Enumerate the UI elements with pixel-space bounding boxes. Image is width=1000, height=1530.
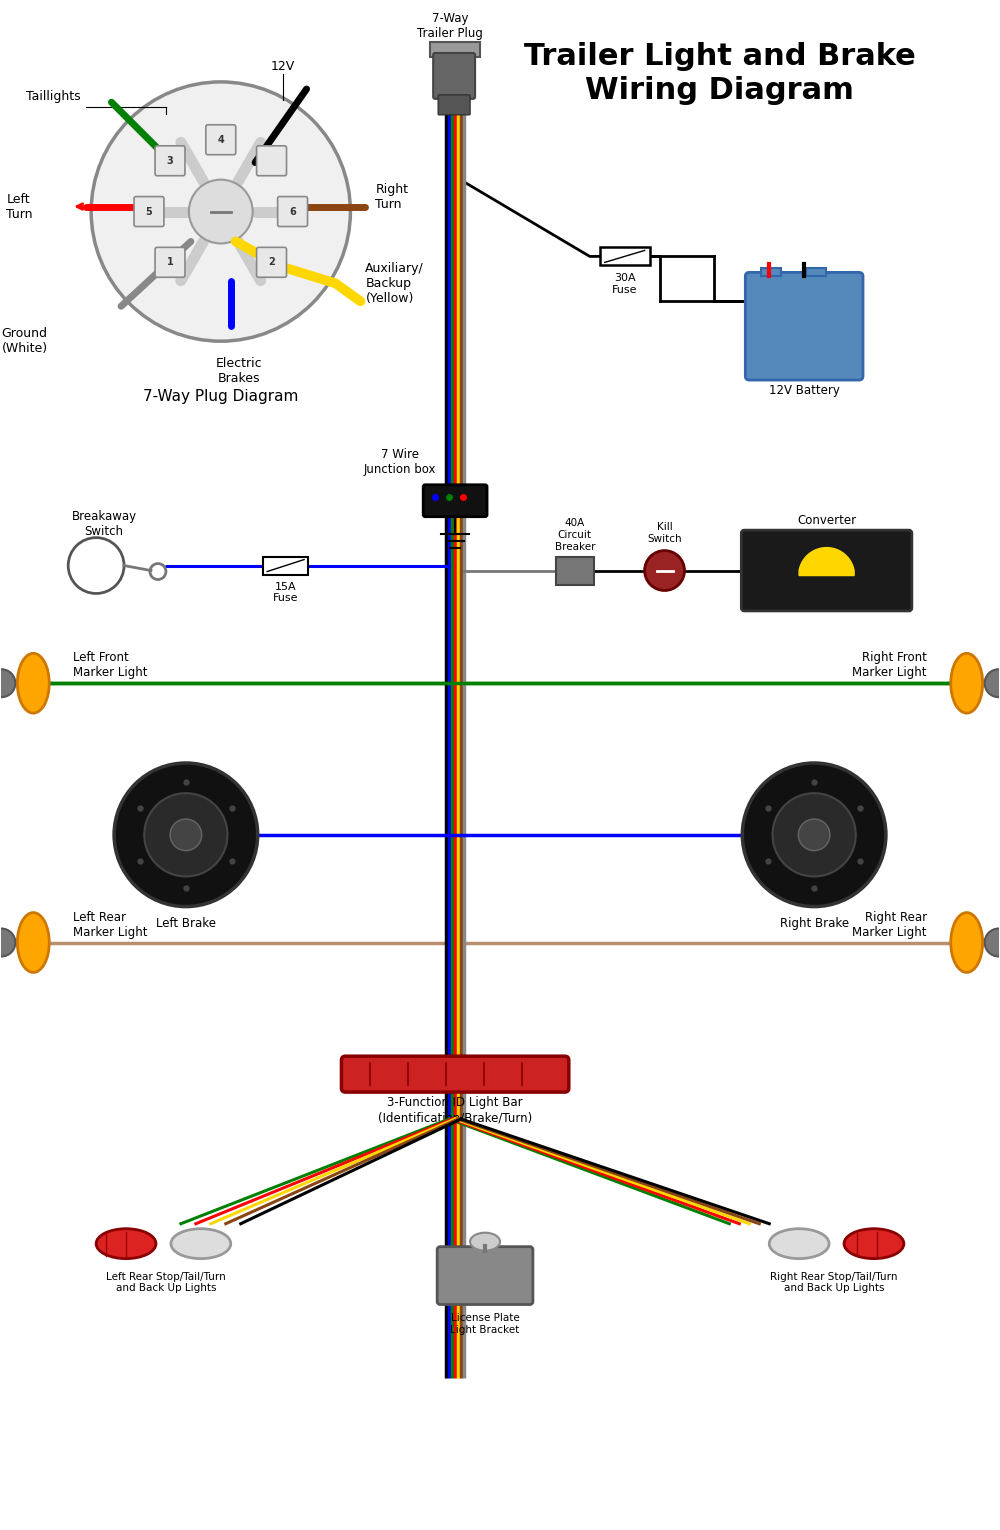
Ellipse shape <box>0 929 15 956</box>
Text: Right Rear
Marker Light: Right Rear Marker Light <box>852 910 927 938</box>
Ellipse shape <box>951 912 983 973</box>
Text: Breakaway
Switch: Breakaway Switch <box>72 509 137 537</box>
Text: 12V Battery: 12V Battery <box>769 384 840 398</box>
FancyBboxPatch shape <box>341 1056 569 1092</box>
Text: Converter: Converter <box>797 514 856 528</box>
FancyBboxPatch shape <box>438 95 470 115</box>
Bar <box>600 248 650 265</box>
Text: 4: 4 <box>217 135 224 145</box>
Text: Auxiliary/
Backup
(Yellow): Auxiliary/ Backup (Yellow) <box>365 262 424 304</box>
Text: Ground
(White): Ground (White) <box>1 327 48 355</box>
Text: Right Rear Stop/Tail/Turn
and Back Up Lights: Right Rear Stop/Tail/Turn and Back Up Li… <box>770 1271 898 1293</box>
Ellipse shape <box>96 1229 156 1259</box>
Ellipse shape <box>0 669 15 698</box>
Circle shape <box>189 179 253 243</box>
Bar <box>430 41 480 57</box>
Circle shape <box>114 763 258 907</box>
Text: 30A
Fuse: 30A Fuse <box>612 274 637 295</box>
FancyBboxPatch shape <box>423 485 487 517</box>
Circle shape <box>170 819 202 851</box>
Text: Left Front
Marker Light: Left Front Marker Light <box>73 652 148 679</box>
Text: 6: 6 <box>289 207 296 217</box>
Text: Taillights: Taillights <box>26 90 81 104</box>
Circle shape <box>772 793 856 877</box>
Text: Left
Turn: Left Turn <box>6 193 33 220</box>
Text: Kill
Switch: Kill Switch <box>647 522 682 543</box>
Text: Trailer Light and Brake
Wiring Diagram: Trailer Light and Brake Wiring Diagram <box>524 41 915 104</box>
Circle shape <box>742 763 886 907</box>
FancyBboxPatch shape <box>155 248 185 277</box>
Polygon shape <box>799 548 854 575</box>
Text: Left Rear
Marker Light: Left Rear Marker Light <box>73 910 148 938</box>
Ellipse shape <box>985 929 1000 956</box>
Text: 3: 3 <box>167 156 173 165</box>
Text: 3-Function ID Light Bar
(Identification/Brake/Turn): 3-Function ID Light Bar (Identification/… <box>378 1095 532 1125</box>
Text: 7-Way Plug Diagram: 7-Way Plug Diagram <box>143 389 298 404</box>
FancyBboxPatch shape <box>134 196 164 226</box>
Ellipse shape <box>470 1233 500 1250</box>
Text: Right Front
Marker Light: Right Front Marker Light <box>852 652 927 679</box>
FancyBboxPatch shape <box>741 531 912 610</box>
Text: 15A
Fuse: 15A Fuse <box>273 581 298 603</box>
Circle shape <box>91 83 350 341</box>
FancyBboxPatch shape <box>278 196 308 226</box>
Text: 7 Wire
Junction box: 7 Wire Junction box <box>364 448 437 476</box>
Ellipse shape <box>769 1229 829 1259</box>
Text: Right
Turn: Right Turn <box>375 182 408 211</box>
Ellipse shape <box>171 1229 231 1259</box>
Text: Left Rear Stop/Tail/Turn
and Back Up Lights: Left Rear Stop/Tail/Turn and Back Up Lig… <box>106 1271 226 1293</box>
Text: 5: 5 <box>146 207 152 217</box>
FancyBboxPatch shape <box>257 248 287 277</box>
Circle shape <box>798 819 830 851</box>
Text: 2: 2 <box>268 257 275 268</box>
Text: 7-Way
Trailer Plug: 7-Way Trailer Plug <box>417 12 483 40</box>
Bar <box>761 268 781 277</box>
FancyBboxPatch shape <box>437 1247 533 1305</box>
FancyBboxPatch shape <box>433 54 475 99</box>
FancyBboxPatch shape <box>155 145 185 176</box>
Bar <box>806 268 826 277</box>
FancyBboxPatch shape <box>745 272 863 379</box>
Text: 1: 1 <box>167 257 173 268</box>
Bar <box>556 557 594 584</box>
Text: Left Brake: Left Brake <box>156 916 216 930</box>
Text: License Plate
Light Bracket: License Plate Light Bracket <box>450 1313 520 1336</box>
Ellipse shape <box>844 1229 904 1259</box>
Text: 40A
Circuit
Breaker: 40A Circuit Breaker <box>555 519 595 552</box>
Circle shape <box>645 551 684 591</box>
Ellipse shape <box>951 653 983 713</box>
FancyBboxPatch shape <box>257 145 287 176</box>
Ellipse shape <box>17 653 49 713</box>
Ellipse shape <box>17 912 49 973</box>
Ellipse shape <box>985 669 1000 698</box>
Bar <box>263 557 308 575</box>
FancyBboxPatch shape <box>206 125 236 155</box>
Text: Electric
Brakes: Electric Brakes <box>215 356 262 386</box>
Circle shape <box>144 793 228 877</box>
Text: 12V: 12V <box>271 61 295 73</box>
Text: Right Brake: Right Brake <box>780 916 849 930</box>
